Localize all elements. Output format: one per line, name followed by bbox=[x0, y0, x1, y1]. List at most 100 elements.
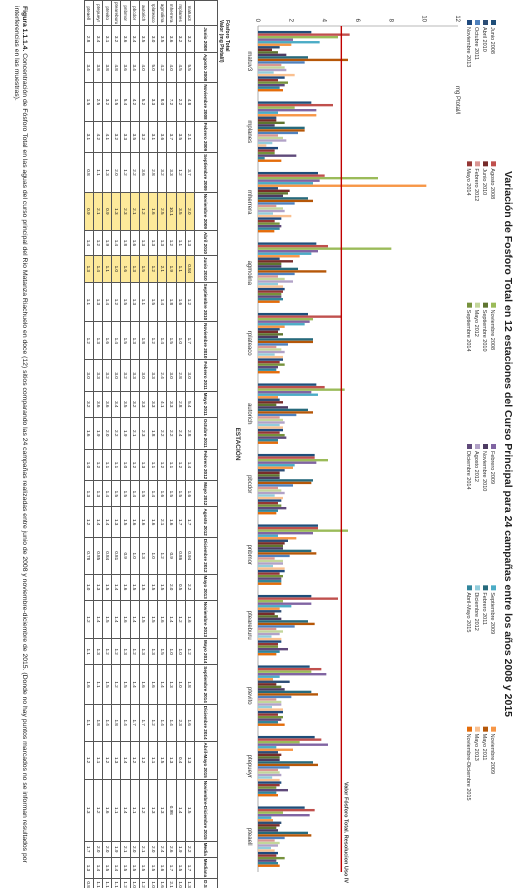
table-cell: 1.4 bbox=[157, 704, 167, 742]
table-row: agmolina 3.5 4.2 8.0 3.6 3.2 2.5 1.3 2.1 1.4 1.4 2.… bbox=[157, 0, 167, 888]
table-cell: 2.0 bbox=[166, 574, 177, 601]
table-header-cell: Octubre 2011 bbox=[194, 417, 218, 450]
table-cell: 1.6 bbox=[157, 857, 167, 879]
table-cell: 1.1 bbox=[102, 878, 112, 888]
bar bbox=[258, 408, 308, 412]
table-cell: 2.1 bbox=[93, 192, 103, 231]
bar bbox=[258, 474, 280, 477]
bar bbox=[258, 839, 275, 842]
table-cell: 2.8 bbox=[148, 152, 158, 193]
table-cell: 2.2 bbox=[185, 574, 195, 601]
bar bbox=[258, 665, 310, 668]
table-cell: 1.4 bbox=[166, 600, 177, 639]
table-cell: 1.3 bbox=[102, 152, 112, 193]
bar bbox=[258, 184, 427, 187]
table-cell: 1.3 bbox=[111, 506, 121, 538]
bar bbox=[258, 554, 290, 558]
bar bbox=[258, 365, 278, 369]
table-cell: 1.2 bbox=[139, 779, 149, 842]
x-tick-label: matuv3 bbox=[246, 51, 252, 71]
table-cell: 1.2 bbox=[130, 449, 140, 481]
bar bbox=[257, 461, 317, 464]
table-cell: 1.5 bbox=[102, 857, 112, 879]
table-cell: 0.9 bbox=[166, 537, 177, 575]
table-cell: 2.0 bbox=[185, 192, 195, 231]
bar bbox=[257, 139, 287, 142]
table-cell: 1.7 bbox=[185, 321, 195, 360]
table-cell: 2.3 bbox=[139, 417, 149, 450]
table-cell: 1.3 bbox=[93, 321, 103, 360]
bar bbox=[258, 192, 288, 195]
table-cell: 1.9 bbox=[111, 841, 121, 858]
bar bbox=[257, 489, 282, 492]
table-cell: 1.5 bbox=[111, 480, 121, 507]
table-cell: 2.2 bbox=[130, 152, 140, 193]
table-cell: 1.1 bbox=[148, 449, 158, 481]
table-cell: 0.86 bbox=[176, 537, 186, 575]
table-cell: 2.8 bbox=[176, 391, 186, 418]
table-row: ptepueyr 3.4 3.8 2.5 4.2 1.1 2.1 1.2 1.4 1.3 1.3 3.… bbox=[93, 0, 103, 888]
table-cell: 1.4 bbox=[148, 480, 158, 507]
bar bbox=[258, 280, 293, 283]
legend-swatch bbox=[467, 726, 472, 732]
bar bbox=[257, 700, 282, 704]
table-cell: 2.1 bbox=[130, 192, 140, 231]
bar bbox=[257, 504, 282, 507]
bar bbox=[258, 267, 298, 271]
table-cell: 1.6 bbox=[102, 779, 112, 842]
legend-swatch bbox=[491, 726, 496, 732]
table-cell: 3.4 bbox=[130, 25, 140, 53]
table-cell: 1.7 bbox=[185, 506, 195, 538]
x-tick-label: autorich bbox=[246, 403, 252, 424]
table-header-cell: Febrero 2009 bbox=[194, 121, 218, 153]
table-cell: 1.1 bbox=[111, 878, 121, 888]
table-cell: 1.6 bbox=[121, 255, 131, 283]
table-cell: 1.8 bbox=[121, 230, 131, 256]
table-cell: 3.4 bbox=[111, 391, 121, 418]
legend-swatch bbox=[483, 444, 488, 449]
table-cell: 1.3 bbox=[93, 282, 103, 322]
table-cell: 1.0 bbox=[130, 537, 140, 575]
table-cell: 0.9 bbox=[84, 192, 94, 231]
bar bbox=[258, 763, 318, 767]
bar bbox=[258, 255, 300, 258]
bar bbox=[258, 174, 325, 177]
bar bbox=[257, 690, 312, 694]
table-cell: 3.6 bbox=[121, 25, 131, 53]
table-cell: 1.4 bbox=[93, 506, 103, 538]
table-cell: 3.2 bbox=[121, 359, 131, 392]
bar bbox=[258, 51, 278, 54]
table-cell: 1.8 bbox=[93, 704, 103, 742]
legend-label: Febrero 2009 bbox=[489, 451, 495, 484]
legend-label: Noviembre 2008 bbox=[489, 310, 495, 350]
bar bbox=[257, 826, 277, 830]
bar bbox=[257, 854, 277, 857]
bar bbox=[258, 542, 285, 545]
legend-label: Febrero 2012 bbox=[473, 168, 479, 201]
table-row-label: pteaell bbox=[84, 0, 94, 26]
table-cell: 2.3 bbox=[176, 704, 186, 742]
table-cell: 3.3 bbox=[166, 152, 177, 193]
bar bbox=[258, 83, 285, 87]
table-cell: 1.2 bbox=[185, 282, 195, 322]
table-cell: 4.1 bbox=[102, 121, 112, 153]
legend-swatch bbox=[491, 302, 496, 308]
table-cell: 1.3 bbox=[93, 480, 103, 507]
bar bbox=[258, 761, 313, 764]
table-cell: 1.2 bbox=[176, 152, 186, 193]
legend-label: Abril-Mayo 2015 bbox=[465, 592, 471, 632]
table-row: pbcdor 3.4 3.4 4.2 3.5 2.2 2.1 1.6 1.3 1.3 1.3 3.3 3… bbox=[130, 0, 140, 888]
table-cell: 3.6 bbox=[157, 121, 167, 153]
table-cell: 1.7 bbox=[84, 841, 94, 858]
bar bbox=[258, 740, 300, 744]
x-tick-label: mherrera bbox=[246, 190, 252, 215]
table-cell: 3.3 bbox=[148, 391, 158, 418]
table-cell: 1.4 bbox=[157, 282, 167, 322]
table-cell: 1.7 bbox=[176, 506, 186, 538]
bar bbox=[257, 383, 317, 386]
table-cell: 1.5 bbox=[139, 857, 149, 879]
table-row-label: ptevito bbox=[102, 0, 112, 26]
bar bbox=[258, 277, 285, 281]
bar bbox=[258, 735, 315, 739]
table-cell: 2.1 bbox=[157, 255, 167, 283]
